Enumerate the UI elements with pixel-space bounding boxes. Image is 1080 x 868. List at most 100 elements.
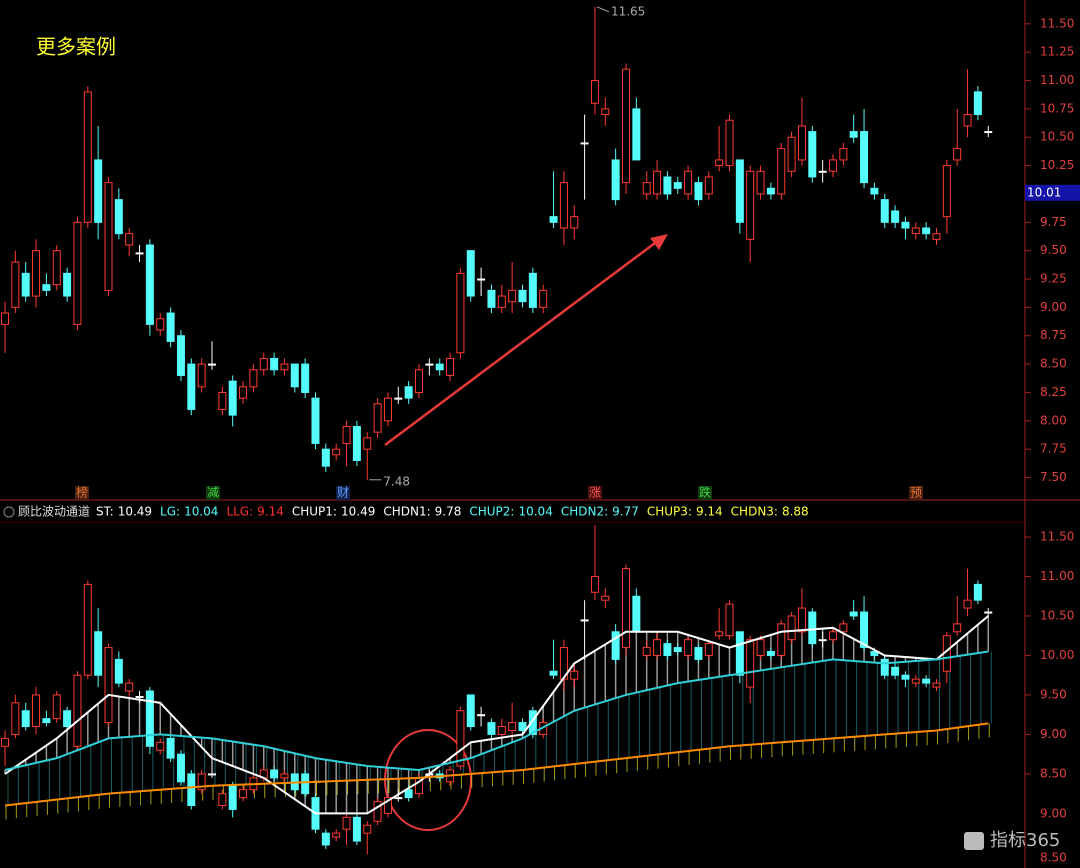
candle-body [83, 91, 92, 223]
candle-body [715, 631, 724, 637]
candle-body [52, 250, 61, 286]
candle-body [135, 696, 144, 699]
legend-value: 10.49 [118, 505, 152, 519]
candle-body [249, 369, 258, 388]
candle-body [363, 824, 372, 834]
candle-body [932, 682, 941, 688]
candle-body [528, 710, 537, 735]
marker-box [698, 486, 712, 500]
candle-body [166, 312, 175, 342]
indicator-line [4, 615, 989, 815]
candle-body [114, 658, 123, 684]
marker-label: 财 [337, 486, 349, 500]
candle-body [239, 386, 248, 399]
candle-body [487, 289, 496, 308]
legend-value: 10.04 [184, 505, 218, 519]
marker-box [206, 486, 220, 500]
last-price-box [1025, 184, 1080, 201]
candle-body [808, 131, 817, 178]
y-tick-label: 8.50 [1040, 766, 1067, 780]
candle-body [735, 631, 744, 676]
y-tick-label: 10.50 [1040, 608, 1074, 622]
candle-body [156, 318, 165, 331]
candle-body [694, 182, 703, 201]
y-tick-label: 8.75 [1040, 328, 1067, 342]
candle-body [653, 639, 662, 656]
candle-body [228, 380, 237, 416]
candle-body [549, 670, 558, 676]
y-tick-label: 8.50 [1040, 851, 1067, 865]
candle-body [570, 216, 579, 229]
candle-body [21, 272, 30, 297]
legend-value: 9.14 [257, 505, 284, 519]
candle-body [11, 702, 20, 735]
candle-body [73, 674, 82, 747]
candle-body [673, 182, 682, 189]
candle-body [456, 710, 465, 767]
legend-name: CHUP2: [469, 505, 514, 519]
candle-body [301, 773, 310, 795]
y-tick-label: 9.75 [1040, 215, 1067, 229]
candle-body [456, 272, 465, 354]
candle-body [63, 710, 72, 728]
candle-body [197, 363, 206, 388]
candle-body [684, 170, 693, 195]
candle-body [518, 289, 527, 303]
candle-body [663, 176, 672, 195]
candle-body [901, 674, 910, 680]
legend-name: CHDN3: [731, 505, 778, 519]
candle-body [839, 623, 848, 633]
candle-body [332, 448, 341, 456]
candle-body [549, 216, 558, 223]
candle-body [725, 119, 734, 167]
candle-body [477, 278, 486, 281]
candle-body [653, 170, 662, 195]
candle-body [63, 272, 72, 297]
candle-body [280, 773, 289, 779]
candle-body [52, 694, 61, 720]
annotation-label: 11.65 [611, 4, 645, 18]
candle-body [818, 170, 827, 173]
candle-body [611, 159, 620, 201]
y-tick-label: 11.25 [1040, 45, 1074, 59]
marker-label: 榜 [76, 485, 88, 500]
legend-name: CHDN1: [383, 505, 430, 519]
candle-body [735, 159, 744, 223]
legend-name: ST: [96, 505, 114, 519]
candle-body [1, 737, 9, 747]
candle-body [270, 357, 279, 371]
candle-body [777, 148, 786, 195]
candle-body [963, 114, 972, 127]
candle-body [373, 403, 382, 433]
candle-body [332, 832, 341, 838]
candle-body [508, 722, 517, 731]
candle-body [125, 233, 134, 246]
candle-body [32, 694, 41, 728]
candle-body [601, 108, 610, 116]
candle-body [766, 651, 775, 656]
candle-body [352, 816, 361, 842]
y-tick-label: 11.50 [1040, 16, 1074, 30]
candle-body [145, 690, 154, 747]
legend-name: CHUP1: [292, 505, 337, 519]
candle-body [694, 647, 703, 660]
y-tick-label: 10.00 [1040, 648, 1074, 662]
candle-body [797, 607, 806, 633]
candle-body [756, 639, 765, 656]
candle-body [704, 643, 713, 656]
candle-body [259, 357, 268, 371]
candle-body [404, 386, 413, 399]
candle-body [725, 603, 734, 637]
marker-box [588, 486, 602, 500]
candle-body [394, 797, 403, 800]
y-tick-label: 11.00 [1040, 73, 1074, 87]
candle-body [301, 363, 310, 393]
candle-body [787, 136, 796, 172]
candle-body [984, 611, 993, 614]
y-tick-label: 9.00 [1040, 300, 1067, 314]
candle-body [415, 369, 423, 393]
candle-body [352, 425, 361, 462]
candle-body [632, 108, 641, 161]
candle-body [922, 678, 931, 684]
